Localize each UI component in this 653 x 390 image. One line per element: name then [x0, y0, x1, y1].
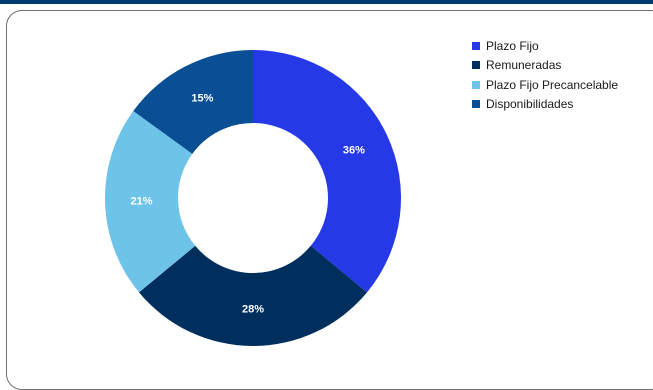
donut-slice-3: [105, 111, 196, 293]
slice-value-label-1: 36%: [343, 145, 365, 157]
legend-item-1: Plazo Fijo: [472, 36, 618, 56]
legend-label-2: Remuneradas: [486, 58, 562, 73]
donut-slice-4: [133, 50, 253, 154]
slice-value-label-4: 15%: [191, 93, 213, 105]
legend-item-3: Plazo Fijo Precancelable: [472, 75, 618, 95]
legend-item-4: Disponibilidades: [472, 95, 618, 115]
donut-chart: 36% 28% 21% 15%: [105, 50, 401, 346]
donut-slice-1: [253, 50, 401, 293]
legend-swatch-2: [472, 61, 480, 70]
top-accent-bar: [0, 0, 653, 4]
slice-value-label-3: 21%: [131, 196, 153, 208]
legend-swatch-4: [472, 100, 480, 109]
legend-label-1: Plazo Fijo: [486, 38, 539, 53]
legend-swatch-1: [472, 41, 480, 50]
chart-legend: Plazo Fijo Remuneradas Plazo Fijo Precance…: [472, 36, 618, 114]
legend-item-2: Remuneradas: [472, 56, 618, 76]
legend-swatch-3: [472, 80, 480, 89]
legend-label-4: Disponibilidades: [486, 97, 574, 112]
donut-slice-2: [138, 245, 368, 346]
legend-label-3: Plazo Fijo Precancelable: [486, 77, 619, 92]
slice-value-label-2: 28%: [242, 304, 264, 316]
